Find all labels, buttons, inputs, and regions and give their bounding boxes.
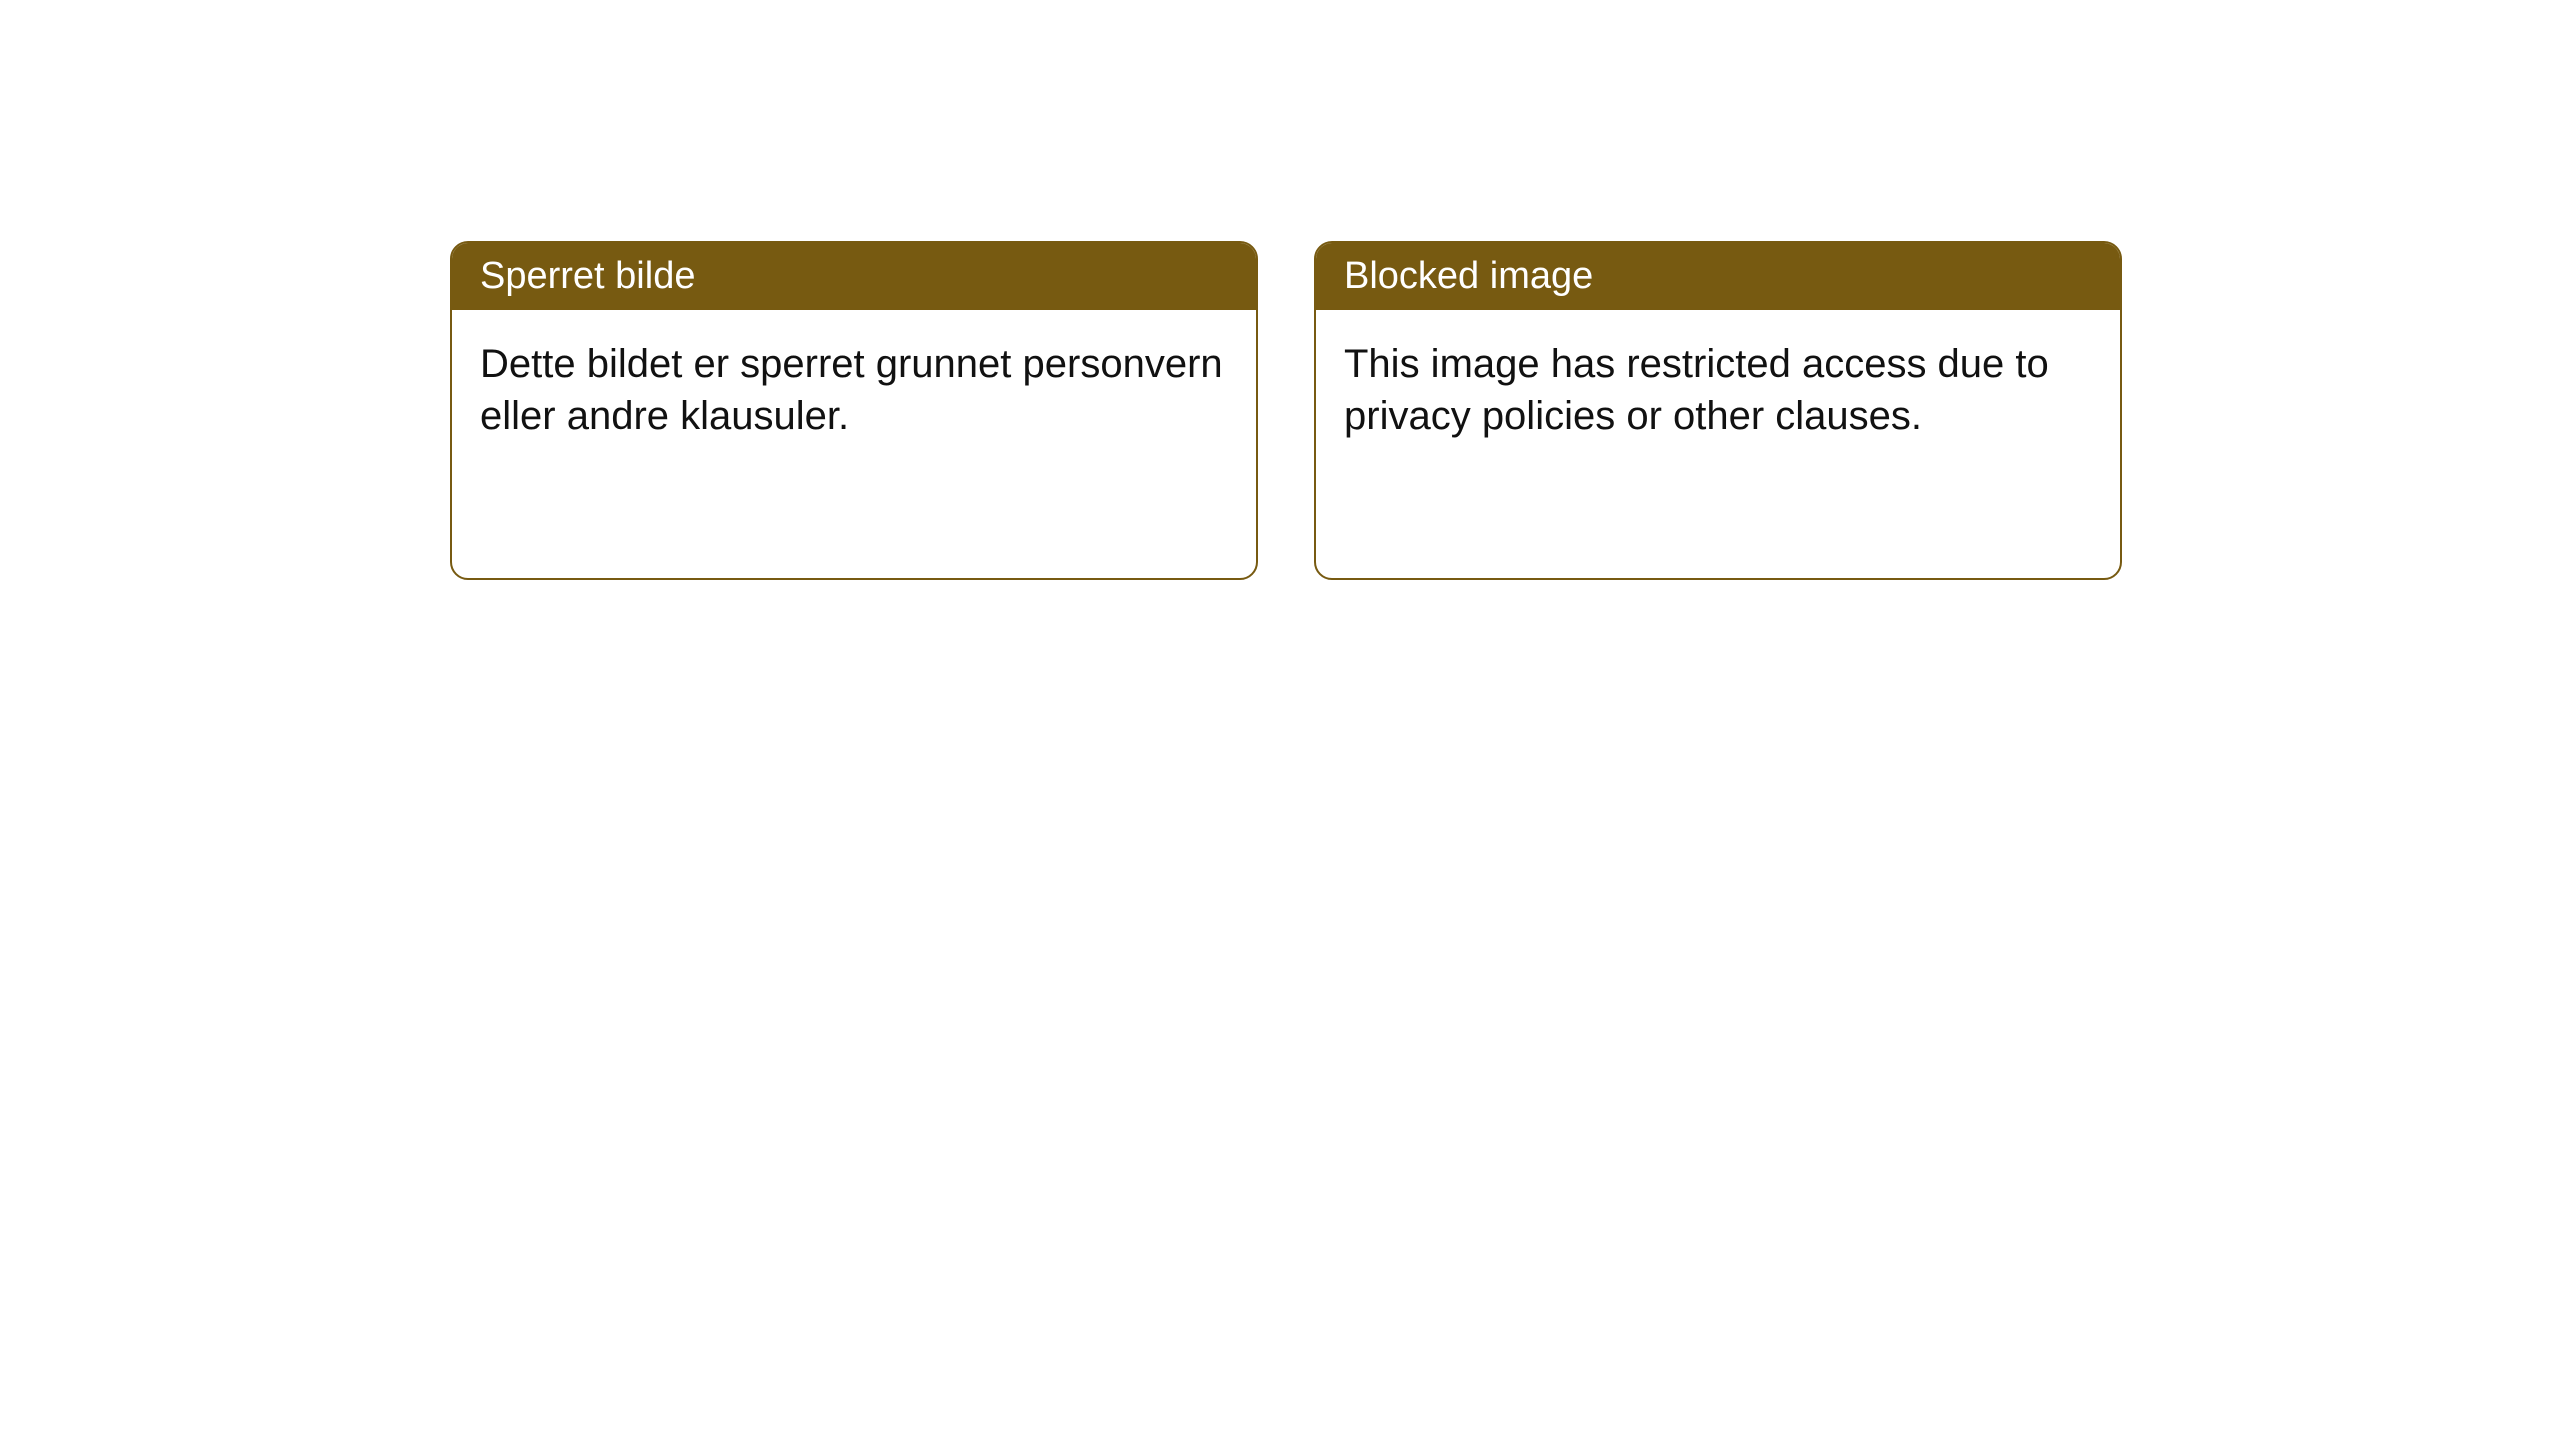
notice-body-text: Dette bildet er sperret grunnet personve… xyxy=(480,342,1223,438)
notice-container: Sperret bilde Dette bildet er sperret gr… xyxy=(450,241,2122,580)
notice-header: Blocked image xyxy=(1316,243,2120,310)
notice-title: Sperret bilde xyxy=(480,255,695,297)
notice-body: This image has restricted access due to … xyxy=(1316,310,2120,470)
notice-card-norwegian: Sperret bilde Dette bildet er sperret gr… xyxy=(450,241,1258,580)
notice-header: Sperret bilde xyxy=(452,243,1256,310)
notice-body: Dette bildet er sperret grunnet personve… xyxy=(452,310,1256,470)
notice-body-text: This image has restricted access due to … xyxy=(1344,342,2049,438)
notice-card-english: Blocked image This image has restricted … xyxy=(1314,241,2122,580)
notice-title: Blocked image xyxy=(1344,255,1593,297)
